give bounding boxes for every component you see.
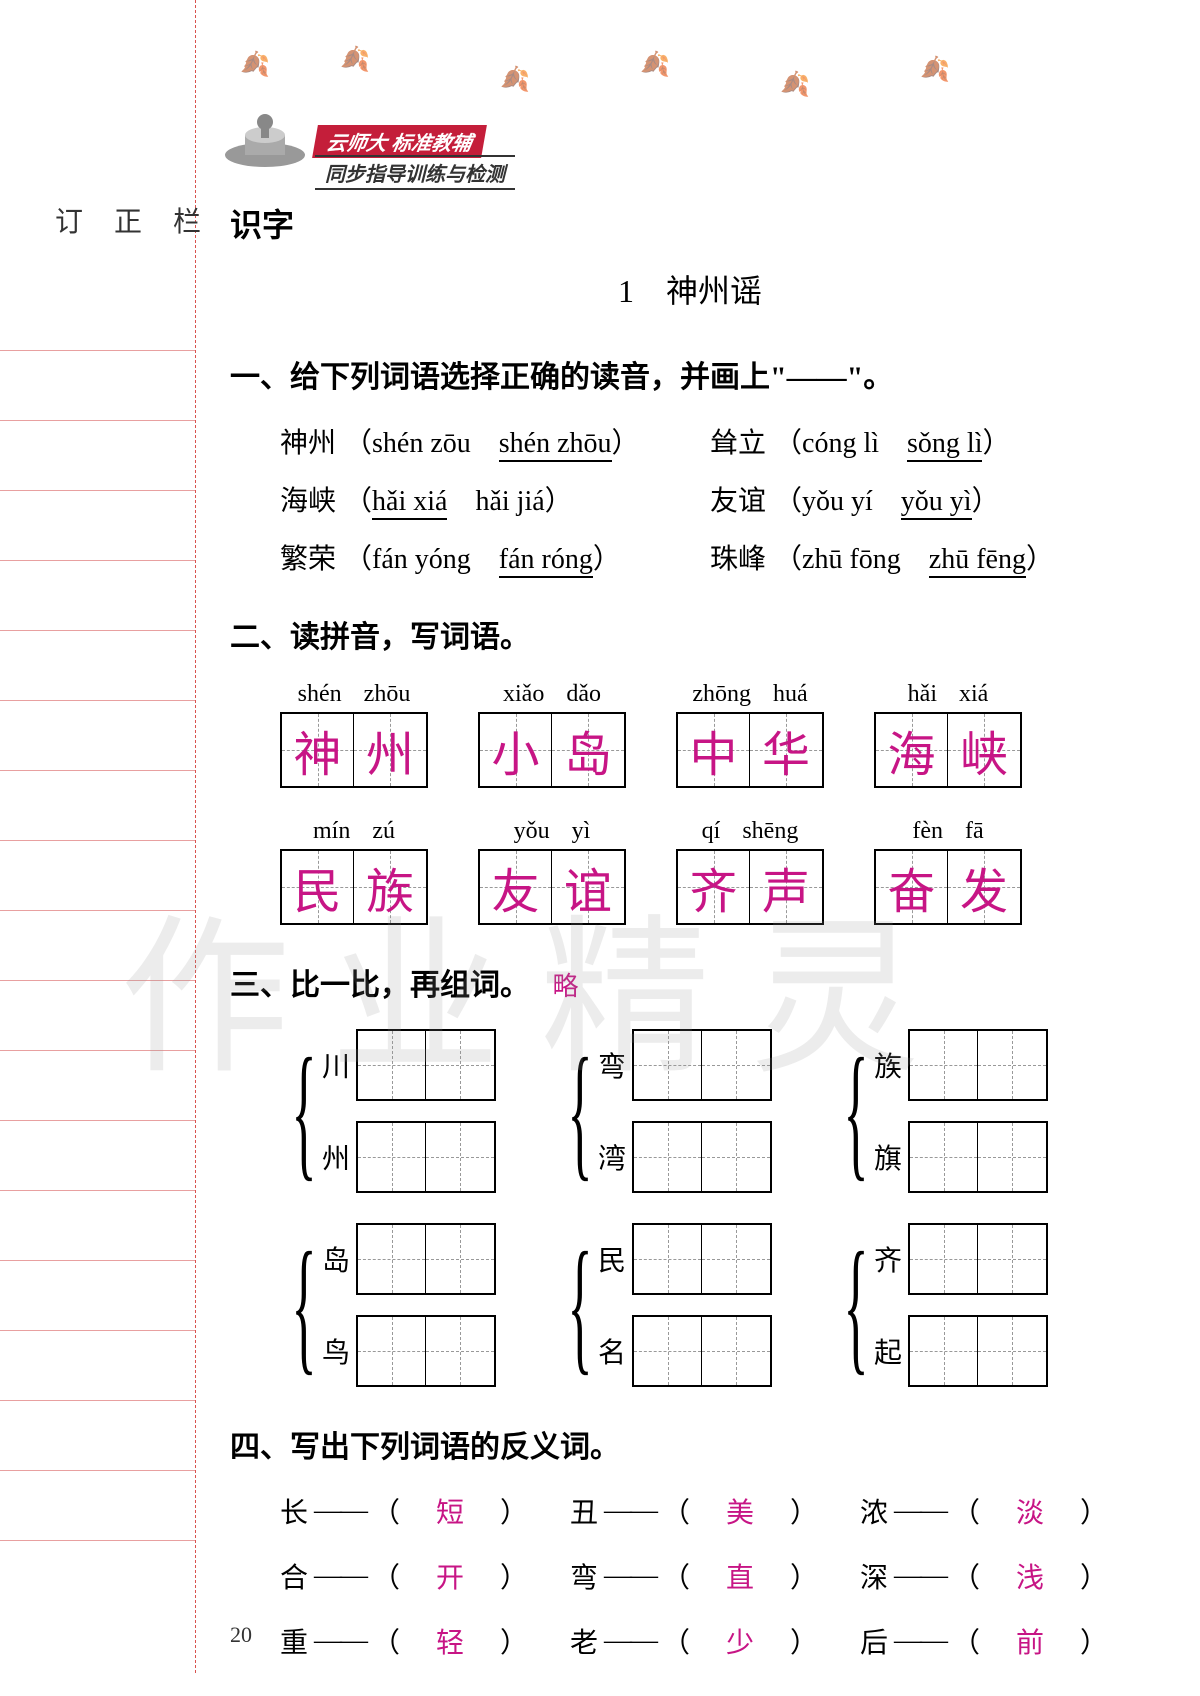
- question-3: 三、比一比，再组词。 略 {川州 {弯湾 {族旗 {岛鸟 {民名 {齐起: [230, 960, 1150, 1387]
- q4-item: 后——（ 前 ）: [860, 1621, 1150, 1661]
- question-1: 一、给下列词语选择正确的读音，并画上"——"。 神州（shén zōu shén…: [230, 352, 1150, 577]
- q3-pair: {川州: [280, 1029, 496, 1193]
- q1-item: 繁荣（fán yóng fán róng）: [280, 537, 710, 577]
- q1-item: 友谊（yǒu yí yǒu yì）: [710, 479, 1140, 519]
- q4-heading: 四、写出下列词语的反义词。: [230, 1422, 1150, 1466]
- lesson-title: 1 神州谣: [230, 266, 1150, 312]
- q4-item: 丑——（ 美 ）: [570, 1491, 860, 1531]
- ruled-lines: [0, 0, 195, 1673]
- header-decoration: 🍂 🍂 🍂 🍂 🍂 🍂 云师大 标准教辅 同步指导训练与检测: [220, 40, 1120, 170]
- q4-item: 深——（ 浅 ）: [860, 1556, 1150, 1596]
- banner-subtitle: 同步指导训练与检测: [315, 155, 515, 190]
- section-title: 识字: [230, 200, 1150, 246]
- word-box: xiǎodǎo小岛: [478, 681, 626, 788]
- word-box: hǎixiá海峡: [874, 681, 1022, 788]
- question-2: 二、读拼音，写词语。 shénzhōu神州 xiǎodǎo小岛 zhōnghuá中华…: [230, 612, 1150, 925]
- q3-pair: {齐起: [832, 1223, 1048, 1387]
- q1-item: 海峡（hǎi xiá hǎi jiá）: [280, 479, 710, 519]
- q4-item: 长——（ 短 ）: [280, 1491, 570, 1531]
- q3-pair: {弯湾: [556, 1029, 772, 1193]
- q1-item: 耸立（cóng lì sǒng lì）: [710, 421, 1140, 461]
- content-area: 识字 1 神州谣 一、给下列词语选择正确的读音，并画上"——"。 神州（shén…: [230, 200, 1150, 1696]
- word-box: mínzú民族: [280, 818, 428, 925]
- q2-heading: 二、读拼音，写词语。: [230, 612, 1150, 656]
- sidebar-label: 订 正 栏: [55, 200, 213, 240]
- q4-item: 老——（ 少 ）: [570, 1621, 860, 1661]
- q3-heading: 三、比一比，再组词。 略: [230, 960, 1150, 1004]
- word-box: qíshēng齐声: [676, 818, 824, 925]
- word-box: shénzhōu神州: [280, 681, 428, 788]
- q4-item: 合——（ 开 ）: [280, 1556, 570, 1596]
- banner-red: 云师大 标准教辅: [312, 125, 487, 158]
- q1-item: 神州（shén zōu shén zhōu）: [280, 421, 710, 461]
- word-box: fènfā奋发: [874, 818, 1022, 925]
- q3-pair: {族旗: [832, 1029, 1048, 1193]
- word-box: yǒuyì友谊: [478, 818, 626, 925]
- q4-item: 重——（ 轻 ）: [280, 1621, 570, 1661]
- q4-item: 弯——（ 直 ）: [570, 1556, 860, 1596]
- q1-item: 珠峰（zhū fōng zhū fēng）: [710, 537, 1140, 577]
- page-number: 20: [230, 1622, 252, 1648]
- q1-heading: 一、给下列词语选择正确的读音，并画上"——"。: [230, 352, 1150, 396]
- q3-heading-text: 三、比一比，再组词。: [230, 969, 530, 1002]
- margin-line: [195, 0, 196, 1673]
- q3-note: 略: [553, 972, 579, 1001]
- word-box: zhōnghuá中华: [676, 681, 824, 788]
- q4-item: 浓——（ 淡 ）: [860, 1491, 1150, 1531]
- stump-illustration: [220, 100, 310, 170]
- question-4: 四、写出下列词语的反义词。 长——（ 短 ）丑——（ 美 ）浓——（ 淡 ） 合—…: [230, 1422, 1150, 1661]
- q3-pair: {民名: [556, 1223, 772, 1387]
- q3-pair: {岛鸟: [280, 1223, 496, 1387]
